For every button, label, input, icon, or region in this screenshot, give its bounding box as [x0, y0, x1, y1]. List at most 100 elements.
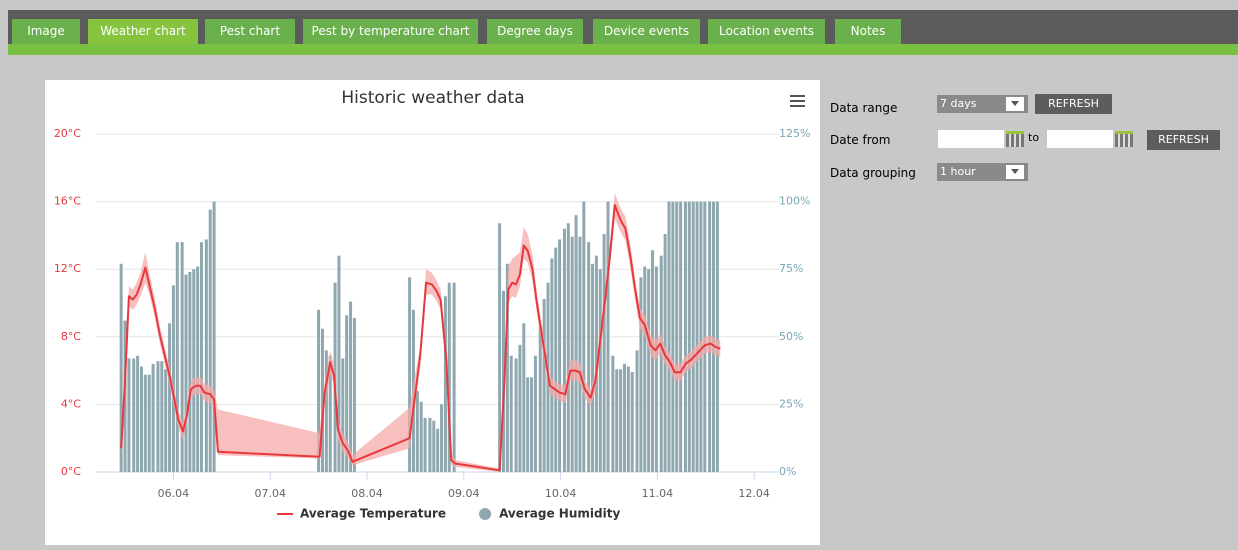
bar: [647, 269, 651, 472]
bar: [526, 377, 530, 472]
bar: [542, 298, 546, 472]
bar: [587, 242, 591, 472]
button[interactable]: REFRESH: [1035, 94, 1112, 114]
y2-tick-label: 0%: [779, 465, 796, 478]
bar: [143, 374, 147, 472]
bar: [447, 282, 451, 472]
tab[interactable]: Degree days: [487, 19, 583, 44]
tab-active[interactable]: Weather chart: [88, 19, 198, 44]
bar: [622, 363, 626, 472]
y-tick-label: 8°C: [61, 330, 81, 343]
bar: [570, 236, 574, 472]
bar: [509, 355, 513, 472]
bar: [428, 417, 432, 472]
bar: [136, 355, 140, 472]
tab[interactable]: Notes: [835, 19, 901, 44]
x-tick-label: 09.04: [448, 487, 480, 500]
y-tick-label: 16°C: [54, 195, 81, 208]
bar: [127, 358, 131, 472]
bar: [602, 234, 606, 472]
bar: [691, 201, 695, 472]
tab[interactable]: Pest by temperature chart: [303, 19, 478, 44]
bar: [443, 296, 447, 472]
button[interactable]: REFRESH: [1147, 130, 1220, 150]
bar: [320, 328, 324, 472]
tab[interactable]: Location events: [708, 19, 825, 44]
bar: [635, 350, 639, 472]
bar: [598, 269, 602, 472]
chart-panel: Historic weather data 0°C 4°C 8°C 12°C 16°C 2…: [45, 80, 820, 545]
bar: [518, 344, 522, 472]
bar: [591, 263, 595, 472]
bar: [615, 369, 619, 472]
bar: [566, 223, 570, 472]
y-tick-label: 20°C: [54, 127, 81, 140]
bar: [156, 361, 160, 472]
legend-label: Average Humidity: [499, 507, 620, 521]
y-tick-label: 12°C: [54, 262, 81, 275]
bar: [687, 201, 691, 472]
bar: [538, 325, 542, 472]
chart: Historic weather data 0°C 4°C 8°C 12°C 16°C 2…: [54, 88, 811, 521]
calendar-icon[interactable]: [1115, 131, 1133, 147]
bar: [679, 201, 683, 472]
bar: [715, 201, 719, 472]
bar: [188, 271, 192, 472]
bar: [626, 366, 630, 472]
select[interactable]: 1 hour: [937, 163, 1028, 181]
bar: [184, 274, 188, 472]
bar: [192, 269, 196, 472]
bar: [139, 366, 143, 472]
x-tick-label: 12.04: [738, 487, 770, 500]
bar: [196, 266, 200, 472]
bar: [204, 239, 208, 472]
bar: [212, 201, 216, 472]
select[interactable]: 7 days: [937, 95, 1028, 113]
tab[interactable]: Device events: [593, 19, 700, 44]
bar: [498, 223, 502, 472]
bar: [695, 201, 699, 472]
date-input[interactable]: [938, 130, 1004, 148]
bar: [671, 201, 675, 472]
bar: [352, 317, 356, 472]
label: Data range: [830, 101, 898, 115]
bar: [533, 355, 537, 472]
bar: [550, 258, 554, 472]
bar: [514, 358, 518, 472]
y-tick-label: 0°C: [61, 465, 81, 478]
bar: [432, 420, 436, 472]
bar: [683, 201, 687, 472]
legend-label: Average Temperature: [300, 507, 446, 521]
bar: [643, 266, 647, 472]
menu-icon[interactable]: [790, 95, 805, 107]
bar: [654, 266, 658, 472]
tab[interactable]: Pest chart: [205, 19, 295, 44]
bar: [452, 282, 456, 472]
tab[interactable]: Image: [12, 19, 80, 44]
bar: [630, 371, 634, 472]
bar: [436, 428, 440, 472]
bar: [611, 355, 615, 472]
bar: [168, 323, 172, 472]
x-tick-label: 11.04: [642, 487, 674, 500]
bar: [619, 369, 623, 472]
y2-tick-label: 75%: [779, 262, 803, 275]
bar: [415, 390, 419, 472]
bar: [606, 201, 610, 472]
bar: [562, 228, 566, 472]
y-tick-label: 4°C: [61, 397, 81, 410]
bar: [341, 358, 345, 472]
bar: [180, 242, 184, 472]
bar: [171, 285, 175, 472]
bar: [574, 215, 578, 472]
bar: [317, 309, 321, 472]
bar: [558, 239, 562, 472]
label: Date from: [830, 133, 891, 147]
bar: [324, 350, 328, 472]
bar: [667, 201, 671, 472]
calendar-icon[interactable]: [1006, 131, 1024, 147]
chart-title: Historic weather data: [341, 88, 524, 108]
date-input[interactable]: [1047, 130, 1113, 148]
bar: [160, 361, 164, 472]
bar: [132, 358, 136, 472]
